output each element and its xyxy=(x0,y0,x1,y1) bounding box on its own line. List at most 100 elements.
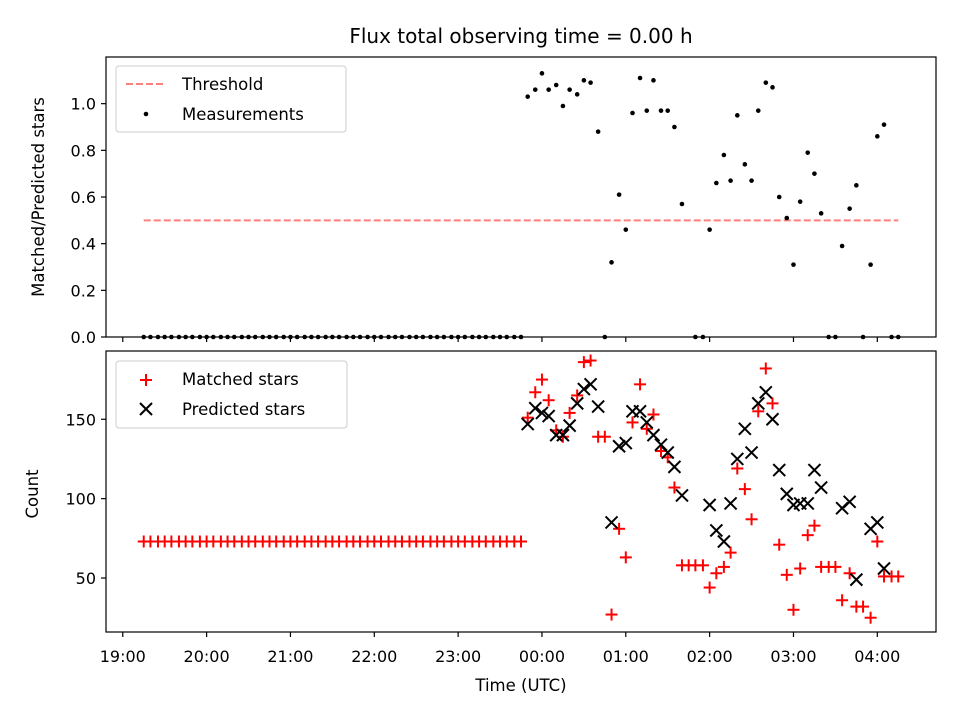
x-tick-label: 03:00 xyxy=(770,647,816,666)
matched-star-point xyxy=(857,600,870,613)
predicted-star-point xyxy=(604,515,619,530)
matched-star-point xyxy=(794,562,807,575)
top-y-tick-label: 0.4 xyxy=(71,235,96,254)
predicted-star-point xyxy=(528,401,542,415)
matched-star-point xyxy=(724,546,737,559)
matched-star-point xyxy=(773,538,786,551)
predicted-star-point xyxy=(591,399,605,414)
bottom-y-tick-label: 50 xyxy=(76,569,96,588)
measurement-point xyxy=(609,260,614,265)
matched-star-point xyxy=(745,513,758,526)
matched-legend-label: Matched stars xyxy=(182,370,299,389)
predicted-star-point xyxy=(667,460,682,474)
measurement-point xyxy=(839,243,845,249)
matched-star-point xyxy=(787,603,800,616)
threshold-legend-label: Threshold xyxy=(181,75,263,94)
measurement-point xyxy=(588,80,593,85)
measurement-point xyxy=(651,78,656,83)
matched-star-point xyxy=(752,405,765,418)
predicted-star-point xyxy=(520,417,535,431)
chart-title: Flux total observing time = 0.00 h xyxy=(349,24,692,48)
measurement-point xyxy=(881,122,887,127)
measurement-point xyxy=(581,78,587,83)
matched-star-point xyxy=(864,611,877,624)
predicted-star-point xyxy=(759,385,773,399)
x-tick-label: 01:00 xyxy=(603,647,649,666)
predicted-star-point xyxy=(675,488,689,503)
bottom-legend-box xyxy=(115,360,348,429)
predicted-star-point xyxy=(556,428,570,442)
matched-star-point xyxy=(613,522,626,535)
top-y-ticks: 0.0 0.2 0.4 0.6 0.8 1.0 xyxy=(71,95,106,347)
matched-star-point xyxy=(759,362,772,375)
measurement-point xyxy=(721,152,727,158)
measurement-point xyxy=(567,87,572,92)
measurement-point xyxy=(616,192,622,197)
measurements-legend-label: Measurements xyxy=(182,105,304,124)
bottom-y-tick-label: 150 xyxy=(65,410,96,429)
matched-star-point xyxy=(717,560,730,573)
matched-star-point xyxy=(619,551,632,564)
top-y-tick-label: 0.8 xyxy=(71,141,96,160)
measurement-point xyxy=(539,71,545,76)
predicted-legend-label: Predicted stars xyxy=(182,400,305,419)
predicted-star-point xyxy=(570,396,584,411)
predicted-star-point xyxy=(723,496,738,511)
matched-star-point xyxy=(563,406,576,419)
measurement-point xyxy=(637,75,643,81)
matched-star-point xyxy=(829,560,842,573)
x-tick-label: 22:00 xyxy=(351,647,397,666)
matched-star-point xyxy=(626,416,639,429)
matched-star-point xyxy=(577,356,590,369)
top-y-axis-label: Matched/Predicted stars xyxy=(29,97,48,297)
matched-star-point xyxy=(836,594,849,607)
matched-star-point xyxy=(647,408,660,421)
bottom-axes-frame xyxy=(105,350,937,633)
x-tick-label: 20:00 xyxy=(184,647,230,666)
measurement-point xyxy=(763,80,769,85)
matched-star-point xyxy=(529,386,542,399)
predicted-star-point xyxy=(751,396,765,411)
predicted-star-point xyxy=(535,406,549,420)
measurement-point xyxy=(818,211,824,216)
predicted-star-point xyxy=(583,377,598,392)
x-tick-label: 02:00 xyxy=(687,647,733,666)
measurements-legend-swatch xyxy=(143,111,149,117)
bottom-plot-area xyxy=(137,354,905,624)
predicted-star-point xyxy=(765,412,780,426)
measurement-point xyxy=(658,108,664,113)
x-tick-label: 19:00 xyxy=(100,647,146,666)
predicted-star-point xyxy=(709,523,724,538)
x-axis-label: Time (UTC) xyxy=(474,676,566,695)
matched-star-point xyxy=(801,529,814,542)
measurement-point xyxy=(574,92,580,97)
measurement-point xyxy=(679,201,685,207)
top-y-tick-label: 0.6 xyxy=(71,188,96,207)
predicted-star-point xyxy=(577,382,591,396)
predicted-star-point xyxy=(619,436,633,450)
measurement-point xyxy=(735,113,740,118)
measurement-point xyxy=(812,171,817,176)
measurement-point xyxy=(672,124,677,130)
measurement-point xyxy=(707,227,712,232)
measurement-point xyxy=(525,94,531,99)
measurement-point xyxy=(875,134,880,139)
measurement-point xyxy=(847,206,852,211)
measurement-point xyxy=(854,183,859,188)
bottom-x-ticks: 19:00 20:00 21:00 22:00 23:00 00:00 01:00 02:00… xyxy=(100,632,900,666)
bottom-y-axis-label: Count xyxy=(23,469,42,519)
matched-star-point xyxy=(640,422,653,435)
bottom-y-ticks: 50 100 150 xyxy=(65,410,106,588)
x-tick-label: 00:00 xyxy=(519,647,565,666)
matched-star-point xyxy=(738,483,751,496)
predicted-star-point xyxy=(541,409,556,423)
matched-star-point xyxy=(892,570,905,583)
predicted-star-point xyxy=(772,463,786,477)
top-y-tick-label: 1.0 xyxy=(71,95,96,114)
top-y-tick-label: 0.2 xyxy=(71,281,96,300)
predicted-star-point xyxy=(744,445,759,460)
measurement-point xyxy=(595,129,601,134)
matched-star-point xyxy=(780,568,793,581)
top-y-tick-label: 0.0 xyxy=(71,328,96,347)
